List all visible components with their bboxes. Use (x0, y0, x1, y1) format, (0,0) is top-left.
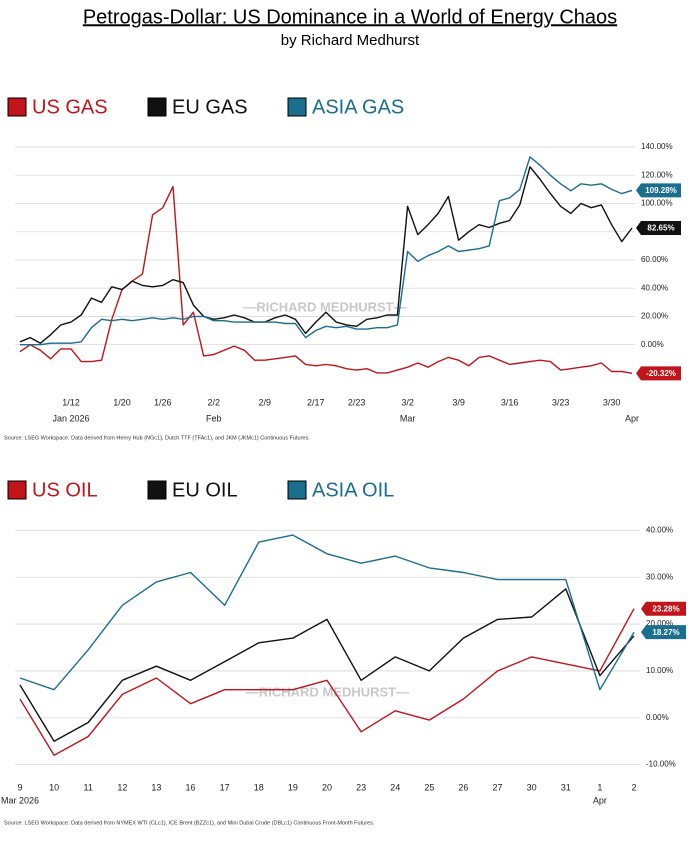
x-tick-label: 11 (84, 782, 93, 792)
x-period-label: Jan 2026 (52, 413, 89, 423)
x-tick-label: 17 (220, 782, 230, 792)
end-label-tag (636, 221, 681, 236)
line-series (19, 166, 633, 344)
y-tick-label: 10.00% (646, 666, 673, 675)
line-series (19, 608, 635, 756)
legend-swatch (287, 480, 307, 500)
legend-label: EU GAS (172, 96, 248, 118)
x-tick-label: 20 (322, 782, 332, 792)
x-period-label: Feb (206, 413, 222, 423)
x-tick-label: 12 (117, 782, 127, 792)
x-tick-label: 1/26 (154, 397, 172, 407)
line-series (19, 588, 635, 742)
subtitle: by Richard Medhurst (281, 32, 420, 49)
watermark: —RICHARD MEDHURST— (243, 299, 406, 314)
x-tick-label: 9 (17, 782, 22, 792)
legend-label: US GAS (32, 96, 108, 118)
x-tick-label: 3/23 (552, 397, 570, 407)
x-tick-label: 1 (597, 782, 602, 792)
end-label: 18.27% (641, 625, 686, 640)
end-label-text: 23.28% (652, 604, 679, 613)
y-tick-label: 20.00% (646, 619, 673, 628)
y-tick-label: 100.00% (641, 199, 673, 208)
x-tick-label: 1/12 (62, 397, 80, 407)
end-label-text: 109.28% (645, 186, 677, 195)
x-tick-label: 23 (356, 782, 366, 792)
end-label-tag (636, 183, 681, 198)
end-label-text: -20.32% (646, 369, 676, 378)
y-tick-label: 0.00% (646, 713, 669, 722)
x-tick-label: 30 (527, 782, 537, 792)
title: Petrogas-Dollar: US Dominance in a World… (83, 6, 617, 28)
end-label: 109.28% (636, 183, 681, 198)
x-tick-label: 26 (458, 782, 468, 792)
x-tick-label: 27 (493, 782, 503, 792)
legend-label: ASIA GAS (312, 96, 404, 118)
line-series (20, 156, 633, 346)
x-tick-label: 2/23 (348, 397, 366, 407)
x-tick-label: 16 (186, 782, 196, 792)
source-note: Source: LSEG Workspace. Data derived fro… (4, 820, 375, 826)
end-label-tag (636, 366, 681, 381)
legend-label: ASIA OIL (312, 479, 394, 501)
legend-swatch (7, 97, 27, 117)
end-label: -20.32% (636, 366, 681, 381)
x-period-label: Apr (593, 795, 607, 805)
x-period-label: Apr (625, 413, 639, 423)
end-label-text: 18.27% (652, 628, 679, 637)
x-tick-label: 19 (288, 782, 298, 792)
legend-label: EU OIL (172, 479, 238, 501)
y-tick-label: 120.00% (641, 170, 673, 179)
legend-label: US OIL (32, 479, 98, 501)
y-tick-label: 40.00% (641, 283, 668, 292)
x-tick-label: 2/17 (307, 397, 325, 407)
end-label-tag (641, 625, 686, 640)
legend-swatch (287, 97, 307, 117)
x-tick-label: 24 (390, 782, 400, 792)
y-tick-label: 20.00% (641, 312, 668, 321)
x-tick-label: 1/20 (113, 397, 131, 407)
x-tick-label: 31 (561, 782, 571, 792)
end-label: 23.28% (641, 601, 686, 616)
end-label-text: 82.65% (647, 224, 674, 233)
x-tick-label: 3/30 (603, 397, 621, 407)
x-tick-label: 2/2 (208, 397, 221, 407)
x-period-label: Mar 2026 (1, 795, 39, 805)
x-tick-label: 10 (49, 782, 59, 792)
x-tick-label: 3/2 (401, 397, 414, 407)
x-tick-label: 3/16 (501, 397, 519, 407)
y-tick-label: 140.00% (641, 142, 673, 151)
x-tick-label: 18 (254, 782, 264, 792)
source-note: Source: LSEG Workspace. Data derived fro… (4, 435, 310, 441)
y-tick-label: 60.00% (641, 255, 668, 264)
x-tick-label: 3/9 (452, 397, 465, 407)
x-tick-label: 2/9 (259, 397, 272, 407)
end-label-tag (641, 601, 686, 616)
legend-swatch (147, 480, 167, 500)
x-period-label: Mar (400, 413, 416, 423)
x-tick-label: 2 (631, 782, 636, 792)
x-tick-label: 13 (151, 782, 161, 792)
x-tick-label: 25 (424, 782, 434, 792)
y-tick-label: 40.00% (646, 525, 673, 534)
watermark: —RICHARD MEDHURST— (246, 684, 409, 699)
y-tick-label: 0.00% (641, 340, 664, 349)
end-label: 82.65% (636, 221, 681, 236)
legend-swatch (7, 480, 27, 500)
line-series (19, 534, 635, 691)
legend-swatch (147, 97, 167, 117)
y-tick-label: 30.00% (646, 572, 673, 581)
y-tick-label: -10.00% (646, 760, 676, 769)
